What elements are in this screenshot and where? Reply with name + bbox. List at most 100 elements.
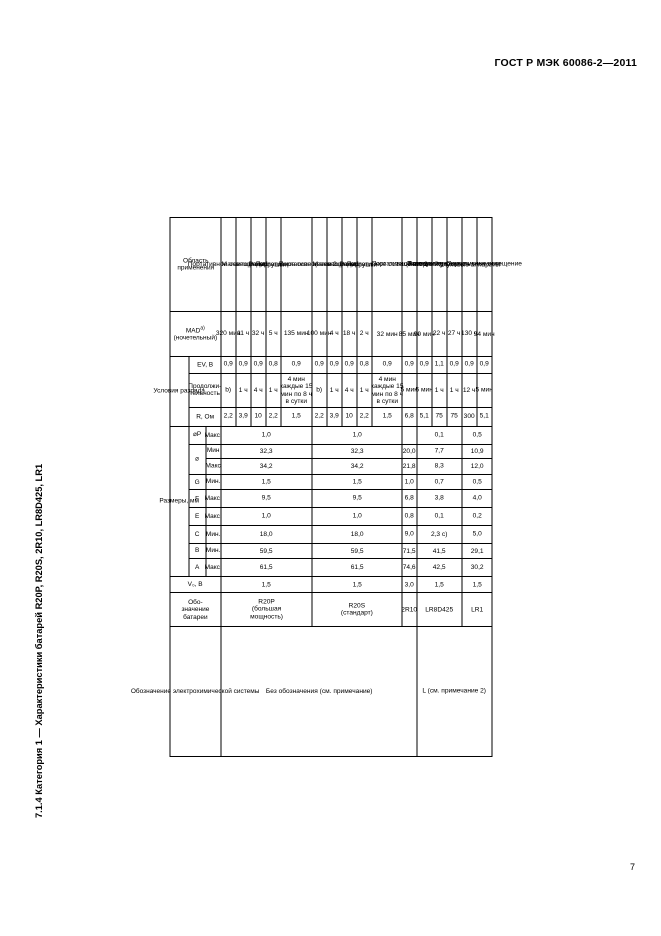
header-minmax-phi-min: Мин: [205, 444, 221, 459]
system-designation-label: Без обозначения (см. примечание): [265, 687, 372, 695]
header-minmax-E: Макс.: [204, 507, 222, 526]
header-duration-l2: тельность: [189, 390, 220, 398]
battery-designation-cell: LR8D425: [416, 592, 462, 627]
diameter-P-cell: [401, 426, 417, 445]
end-voltage-cell: 0,9: [446, 356, 462, 374]
discharge-duration-cell: 1 ч: [446, 373, 462, 408]
end-voltage-cell: 0,9: [341, 356, 356, 374]
diameter-P-cell: 0,1: [416, 426, 462, 445]
discharge-duration-cell: 4 мин каждые 15 мин по 8 ч в сутки: [370, 373, 403, 408]
end-voltage-cell: 0,9: [280, 356, 311, 374]
end-voltage-cell: 0,8: [356, 356, 371, 374]
dimension-E-cell: 1,0: [311, 507, 402, 526]
header-dim-phiP: ⌀P: [188, 426, 206, 445]
diameter-min-cell: 7,7: [416, 444, 462, 459]
discharge-resistance-cell: 75: [446, 407, 462, 427]
dimension-A-cell: 30,2: [461, 558, 492, 577]
table-row: Без обозначения (см. примечание) R20P (бол…: [188, 217, 417, 757]
header-mad-l2: (ночетельный): [173, 334, 217, 342]
discharge-resistance-cell: 1,5: [280, 407, 311, 427]
dimension-G-cell: 0,7: [416, 474, 462, 490]
header-dim-E: E: [188, 507, 206, 526]
dimension-E-cell: 1,0: [220, 507, 311, 526]
diameter-max-cell: 34,2: [220, 458, 311, 475]
end-voltage-cell: 0,9: [371, 356, 402, 374]
mad-value-cell: 11 ч: [235, 311, 251, 357]
discharge-duration-cell: 5 мин: [400, 373, 418, 408]
end-voltage-cell: 0,9: [416, 356, 432, 374]
discharge-resistance-cell: 3,9: [235, 407, 251, 427]
mad-value-cell: 18 ч: [341, 311, 356, 357]
diameter-max-cell: 34,2: [311, 458, 402, 475]
header-dim-G: G: [188, 474, 206, 490]
discharge-resistance-cell: 5,1: [416, 407, 432, 427]
end-voltage-cell: 0,9: [250, 356, 266, 374]
application-cell: Портативное освещение: [446, 217, 522, 312]
dimension-E-cell: 0,8: [401, 507, 417, 526]
header-designation: Обо- значение батареи: [169, 592, 221, 627]
header-voltage: V₀, В: [169, 576, 221, 593]
battery-designation-cell: R20S (стандарт): [311, 592, 402, 627]
discharge-resistance-cell: 2,2: [220, 407, 236, 427]
header-mad-l1: MAD: [185, 327, 200, 335]
discharge-duration-cell: b): [311, 373, 326, 408]
diameter-max-cell: 12,0: [461, 458, 492, 475]
end-voltage-cell: 0,9: [235, 356, 251, 374]
mad-value-cell: 90 мин: [413, 311, 435, 357]
mad-value-cell: 27 ч: [446, 311, 462, 357]
diameter-P-cell: 1,0: [311, 426, 402, 445]
dimension-C-cell: 2,3 c): [416, 525, 462, 544]
diameter-min-cell: 32,3: [311, 444, 402, 459]
discharge-resistance-cell: 5,1: [476, 407, 492, 427]
page-number: 7: [629, 862, 635, 872]
dimension-G-cell: 0,5: [461, 474, 492, 490]
end-voltage-cell: 0,9: [311, 356, 326, 374]
discharge-duration-cell: 1 ч: [235, 373, 251, 408]
header-designation-l2: значение: [181, 606, 209, 614]
header-designation-l3: батареи: [182, 613, 208, 621]
discharge-duration-cell: 5 мин: [475, 373, 493, 408]
dimension-B-cell: 29,1: [461, 543, 492, 559]
dimension-B-cell: 59,5: [220, 543, 311, 559]
battery-designation-cell: 2R10: [401, 592, 417, 627]
discharge-resistance-cell: 2,2: [265, 407, 281, 427]
header-minmax-B: Мин.: [205, 543, 221, 559]
dimension-A-cell: 61,5: [311, 558, 402, 577]
end-voltage-cell: 0,9: [401, 356, 417, 374]
diameter-min-cell: 20,0: [401, 444, 417, 459]
nominal-voltage-cell: 3,0: [401, 576, 417, 593]
header-dim-C: C: [188, 525, 206, 544]
mad-value-cell: 5 ч: [265, 311, 281, 357]
nominal-voltage-cell: 1,5: [220, 576, 311, 593]
header-discharge-group: Условия разряда: [153, 356, 205, 427]
diameter-min-cell: 10,9: [461, 444, 492, 459]
end-voltage-cell: 1,1: [431, 356, 447, 374]
dimension-A-cell: 74,6: [401, 558, 417, 577]
dimension-C-cell: 9,0: [401, 525, 417, 544]
dimension-C-cell: 5,0: [461, 525, 492, 544]
dimension-B-cell: 41,5: [416, 543, 462, 559]
dimension-A-cell: 61,5: [220, 558, 311, 577]
header-dim-B: B: [188, 543, 206, 559]
header-minmax-G: Мин.: [205, 474, 221, 490]
discharge-resistance-cell: 3,9: [326, 407, 341, 427]
specification-table: Обозначение электрохимической системы Об…: [131, 217, 522, 757]
end-voltage-cell: 0,9: [326, 356, 341, 374]
dimension-B-cell: 71,5: [401, 543, 417, 559]
mad-value-cell: 94 мин: [473, 311, 495, 357]
dimension-F-cell: 6,8: [401, 489, 417, 508]
diameter-max-cell: 8,3: [416, 458, 462, 475]
header-dim-phi: ⌀: [188, 444, 206, 475]
dimension-C-cell: 18,0: [311, 525, 402, 544]
dimension-B-cell: 59,5: [311, 543, 402, 559]
header-minmax-A: Макс.: [204, 558, 222, 577]
end-voltage-cell: 0,8: [265, 356, 281, 374]
system-designation-cell: L (см. примечание 2): [416, 626, 492, 757]
header-discharge-resistance: R, Ом: [188, 407, 221, 427]
mad-value-cell: 320 мин: [216, 311, 240, 357]
dimension-G-cell: 1,5: [220, 474, 311, 490]
header-minmax-phi-max: Макс: [205, 458, 221, 475]
nominal-voltage-cell: 1,5: [461, 576, 492, 593]
specification-table-body: Без обозначения (см. примечание) R20P (бол…: [188, 217, 522, 757]
mad-value-cell: 22 ч: [431, 311, 447, 357]
